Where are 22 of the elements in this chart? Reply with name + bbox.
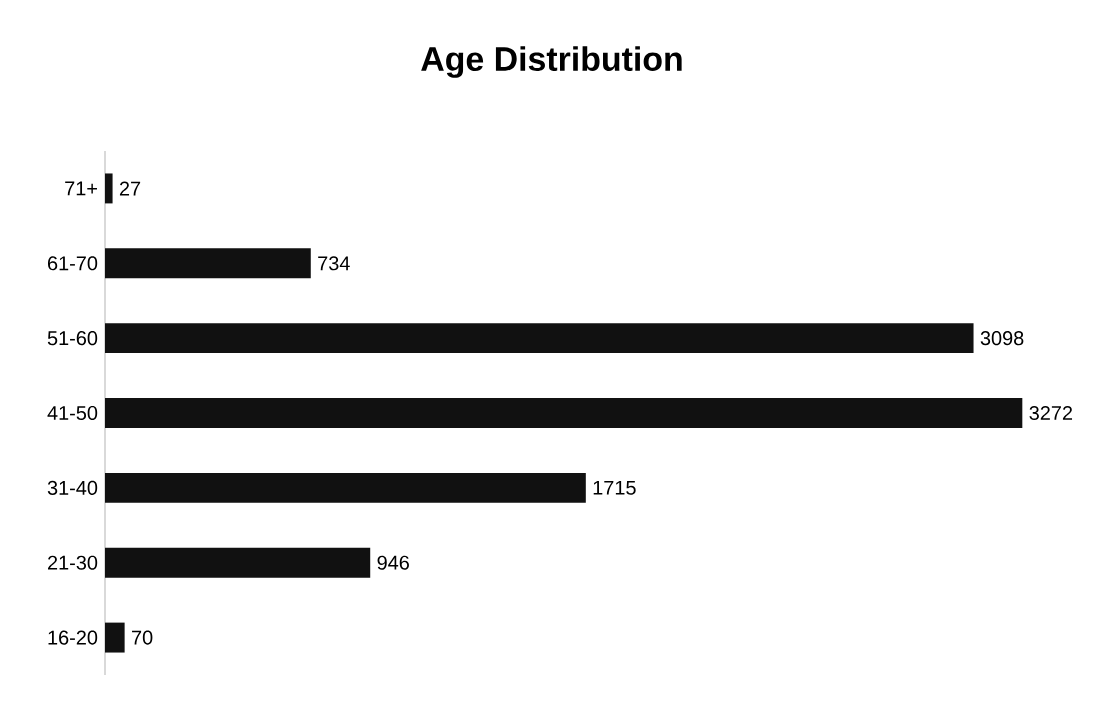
bar bbox=[105, 173, 113, 204]
bar bbox=[105, 547, 371, 578]
bar bbox=[105, 248, 311, 279]
bar bbox=[105, 472, 586, 503]
data-label: 3098 bbox=[980, 331, 1024, 346]
bar bbox=[105, 398, 1023, 428]
data-label: 70 bbox=[132, 630, 153, 645]
y-tick-label: 16-20 bbox=[48, 630, 98, 645]
data-label: 27 bbox=[119, 181, 141, 196]
data-label: 1715 bbox=[593, 480, 636, 495]
y-tick-label: 51-60 bbox=[47, 331, 98, 346]
y-tick-label: 71+ bbox=[65, 181, 97, 196]
y-tick-label: 31-40 bbox=[47, 480, 98, 495]
bar bbox=[105, 622, 125, 653]
bar bbox=[105, 323, 974, 354]
data-label: 946 bbox=[377, 555, 409, 570]
data-label: 3272 bbox=[1029, 405, 1073, 421]
y-tick-label: 61-70 bbox=[48, 256, 98, 271]
y-tick-label: 41-50 bbox=[47, 405, 98, 421]
data-label: 734 bbox=[318, 256, 350, 271]
y-tick-label: 21-30 bbox=[48, 555, 98, 570]
chart-title: Age Distribution bbox=[421, 46, 682, 78]
